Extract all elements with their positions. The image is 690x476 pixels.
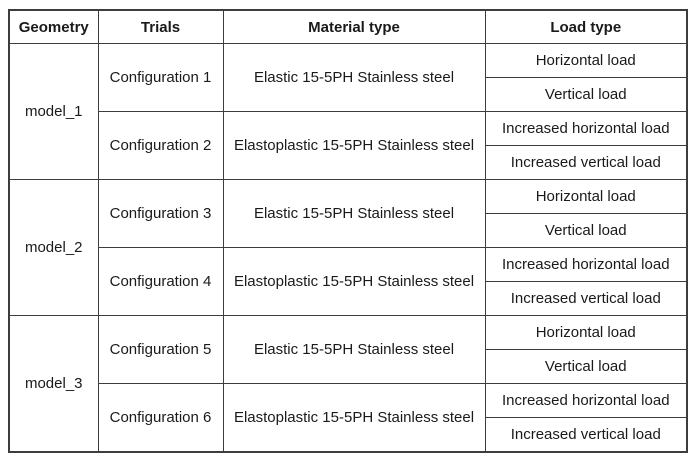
load-cell: Vertical load (484, 77, 688, 112)
load-cell: Increased vertical load (484, 145, 688, 180)
geometry-cell: model_1 (8, 43, 99, 180)
load-cell: Increased vertical load (484, 417, 688, 453)
header-cell-trials: Trials (97, 9, 224, 44)
load-cell: Increased horizontal load (484, 111, 688, 146)
load-cell: Increased horizontal load (484, 383, 688, 418)
table-row: Increased vertical load (9, 417, 688, 453)
table-row: model_1 Configuration 1 Elastic 15-5PH S… (8, 43, 688, 180)
trial-cell: Configuration 5 (97, 315, 224, 384)
load-cell: Vertical load (484, 349, 688, 384)
material-cell: Elastic 15-5PH Stainless steel (222, 315, 486, 384)
trials-table: Geometry Trials Material type Load type … (8, 9, 688, 453)
table-row: Increased vertical load (9, 281, 688, 316)
load-cell: Vertical load (484, 213, 688, 248)
table-row: Configuration 6 Elastoplastic 15-5PH Sta… (9, 383, 688, 453)
table-row: model_2 Configuration 3 Elastic 15-5PH S… (8, 179, 688, 316)
header-row: Geometry Trials Material type Load type (8, 9, 688, 44)
geometry-cell: model_3 (8, 315, 99, 453)
table-row: Increased vertical load (9, 145, 688, 180)
material-cell: Elastoplastic 15-5PH Stainless steel (222, 111, 486, 180)
table-row: Vertical load (9, 349, 688, 384)
load-cell: Horizontal load (484, 43, 688, 78)
header-cell-material-type: Material type (222, 9, 486, 44)
table-row: model_3 Configuration 5 Elastic 15-5PH S… (8, 315, 688, 453)
trial-cell: Configuration 2 (97, 111, 224, 180)
trial-cell: Configuration 3 (97, 179, 224, 248)
header-cell-geometry: Geometry (8, 9, 99, 44)
table-row: Configuration 4 Elastoplastic 15-5PH Sta… (9, 247, 688, 316)
header-cell-load-type: Load type (484, 9, 688, 44)
trial-cell: Configuration 4 (97, 247, 224, 316)
geometry-cell: model_2 (8, 179, 99, 316)
table-row: Configuration 2 Elastoplastic 15-5PH Sta… (9, 111, 688, 180)
material-cell: Elastoplastic 15-5PH Stainless steel (222, 247, 486, 316)
load-cell: Increased vertical load (484, 281, 688, 316)
trial-cell: Configuration 6 (97, 383, 224, 453)
material-cell: Elastic 15-5PH Stainless steel (222, 43, 486, 112)
load-cell: Horizontal load (484, 179, 688, 214)
load-cell: Increased horizontal load (484, 247, 688, 282)
trial-cell: Configuration 1 (97, 43, 224, 112)
material-cell: Elastic 15-5PH Stainless steel (222, 179, 486, 248)
material-cell: Elastoplastic 15-5PH Stainless steel (222, 383, 486, 453)
load-cell: Horizontal load (484, 315, 688, 350)
table-row: Vertical load (9, 77, 688, 112)
